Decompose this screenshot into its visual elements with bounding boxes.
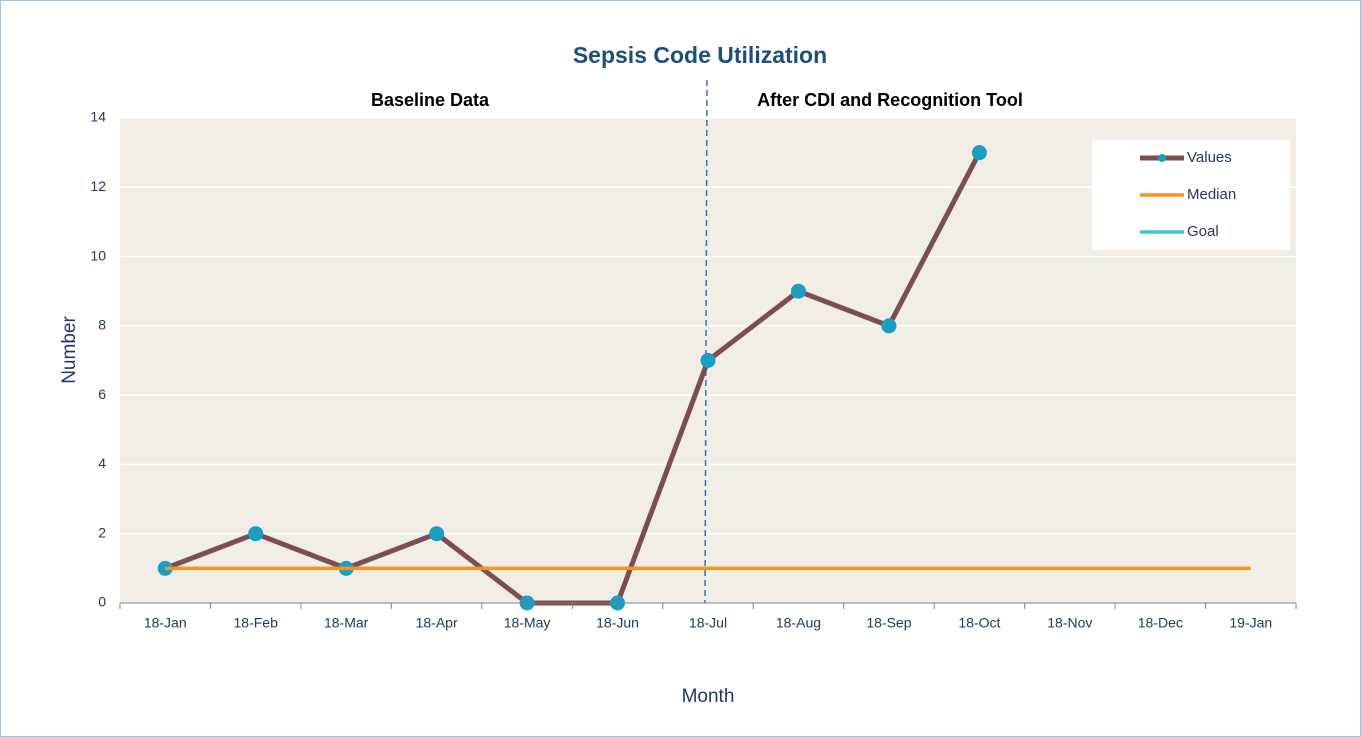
annotation: Baseline Data (371, 90, 490, 110)
legend-label: Values (1187, 149, 1232, 166)
y-tick-label: 0 (98, 594, 106, 610)
data-point (700, 353, 716, 368)
x-tick-label: 19-Jan (1229, 615, 1272, 631)
data-point (971, 145, 987, 161)
x-tick-label: 18-Jul (689, 615, 727, 631)
y-tick-label: 10 (90, 247, 106, 263)
data-point (248, 526, 264, 542)
y-tick-label: 6 (98, 386, 106, 402)
legend-label: Median (1187, 186, 1236, 203)
chart-title: Sepsis Code Utilization (573, 42, 827, 68)
x-tick-label: 18-Oct (958, 615, 1000, 631)
y-axis-label: Number (59, 316, 80, 384)
x-tick-label: 18-Jun (596, 615, 639, 631)
y-tick-label: 8 (98, 317, 106, 333)
legend-label: Goal (1187, 223, 1219, 240)
data-point (429, 526, 445, 542)
y-tick-label: 12 (90, 178, 106, 194)
legend-marker (1158, 154, 1166, 162)
x-tick-label: 18-May (504, 615, 551, 631)
x-axis-label: Month (682, 686, 735, 707)
y-tick-label: 2 (98, 524, 106, 540)
x-tick-label: 18-Sep (866, 615, 911, 631)
annotation: After CDI and Recognition Tool (757, 90, 1023, 110)
y-tick-label: 14 (90, 109, 106, 125)
legend-box (1092, 140, 1290, 250)
x-tick-label: 18-Apr (416, 615, 458, 631)
grid (120, 117, 1296, 604)
x-tick-label: 18-Aug (776, 615, 821, 631)
data-point (790, 283, 806, 299)
x-tick-label: 18-Dec (1138, 615, 1183, 631)
x-tick-label: 18-Jan (144, 615, 187, 631)
y-tick-label: 4 (98, 455, 106, 471)
divider-line (704, 79, 708, 604)
x-tick-label: 18-Mar (324, 615, 369, 631)
data-point (881, 318, 897, 334)
x-tick-label: 18-Feb (234, 615, 279, 631)
x-tick-label: 18-Nov (1047, 615, 1092, 631)
